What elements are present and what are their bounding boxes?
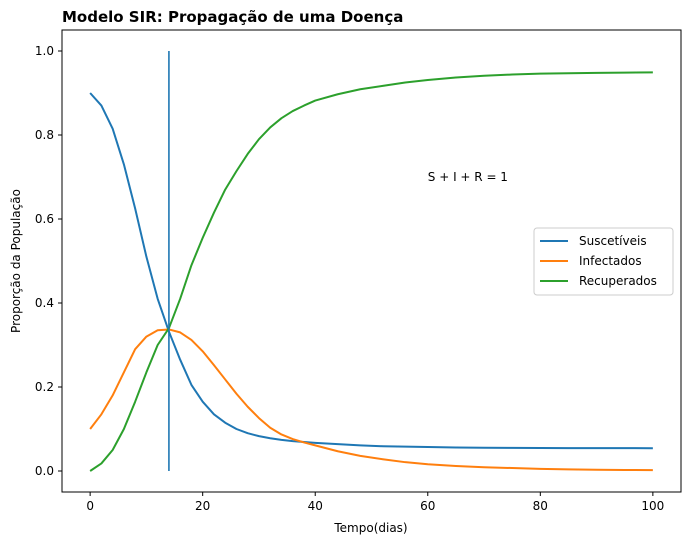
- x-tick-label: 40: [308, 499, 323, 513]
- y-axis-title: Proporção da População: [9, 189, 23, 333]
- axes: 0 20 40 60 80 100 0.0 0.2 0.4 0.6 0.8 1.0: [35, 29, 682, 513]
- x-tick-label: 60: [420, 499, 435, 513]
- y-tick-label: 0.6: [35, 212, 54, 226]
- legend-label: Infectados: [579, 254, 642, 268]
- y-tick-label: 0.4: [35, 296, 54, 310]
- series-line-recuperados: [89, 71, 653, 472]
- legend-frame: [533, 227, 674, 296]
- series-line-suscetíveis: [89, 92, 653, 450]
- x-tick-label: 0: [86, 499, 94, 513]
- x-tick-label: 80: [533, 499, 548, 513]
- y-tick-label: 1.0: [35, 44, 54, 58]
- legend-label: Recuperados: [579, 274, 657, 288]
- plot-area: [89, 51, 653, 472]
- legend: Suscetíveis Infectados Recuperados: [533, 227, 674, 296]
- legend-label: Suscetíveis: [579, 234, 647, 248]
- equation-annotation: S + I + R = 1: [428, 170, 508, 184]
- chart-title: Modelo SIR: Propagação de uma Doença: [62, 8, 403, 26]
- plot-frame: [61, 29, 682, 493]
- x-tick-label: 20: [195, 499, 210, 513]
- y-tick-label: 0.0: [35, 464, 54, 478]
- x-axis-title: Tempo(dias): [333, 521, 407, 535]
- y-tick-label: 0.2: [35, 380, 54, 394]
- y-tick-label: 0.8: [35, 128, 54, 142]
- series-line-infectados: [89, 328, 653, 472]
- x-tick-label: 100: [641, 499, 664, 513]
